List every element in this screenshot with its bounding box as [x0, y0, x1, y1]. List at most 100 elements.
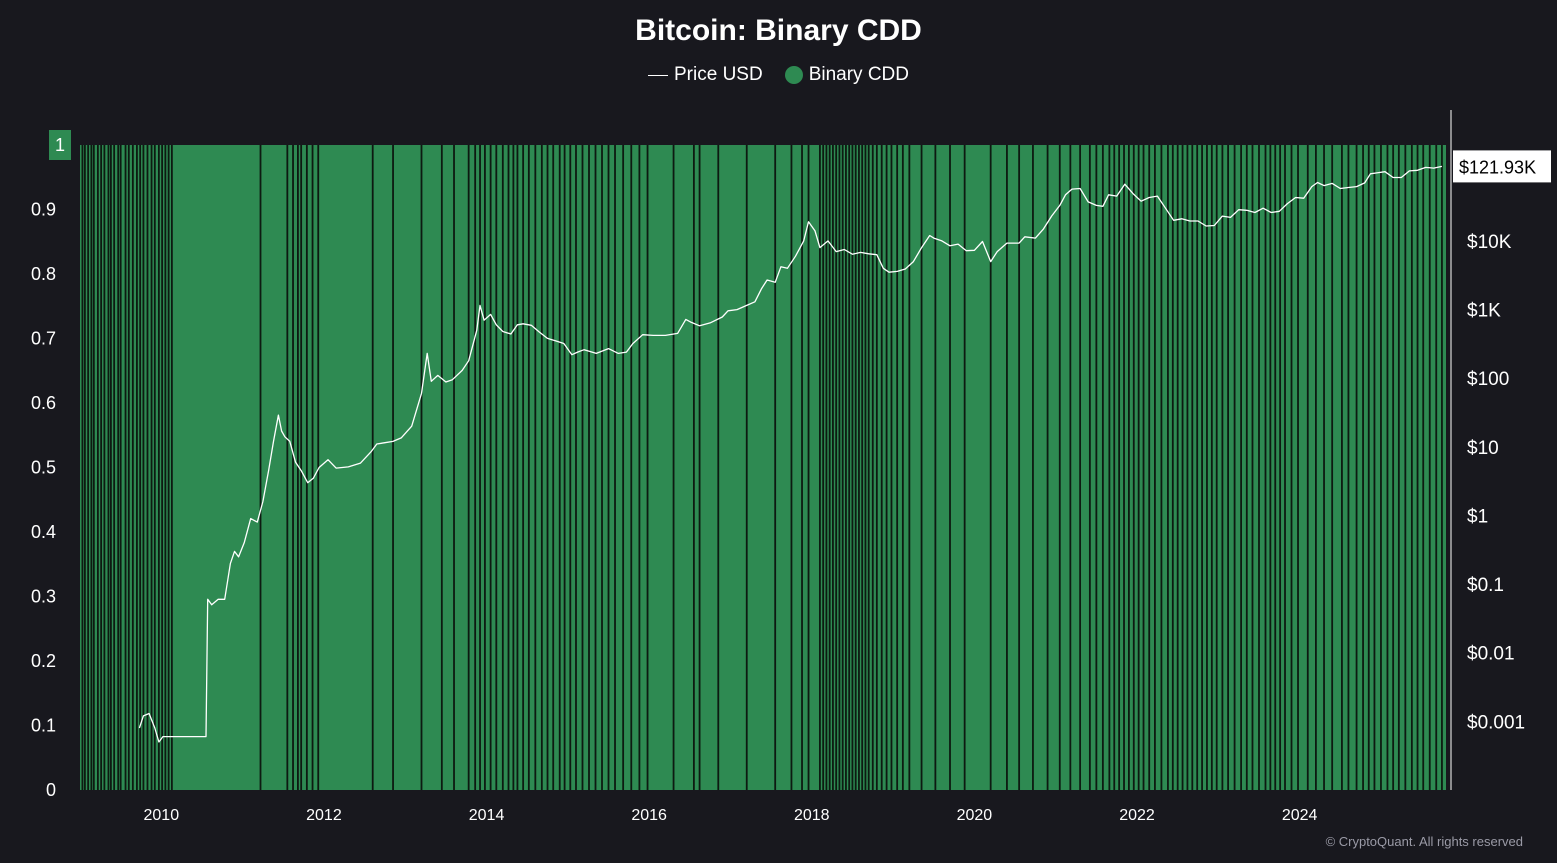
binary-cdd-zero-bar [286, 145, 289, 790]
binary-cdd-zero-bar [311, 145, 314, 790]
x-axis-tick-label: 2014 [469, 807, 505, 824]
binary-cdd-zero-bar [107, 145, 110, 790]
binary-cdd-zero-bar [854, 145, 857, 790]
binary-cdd-zero-bar [607, 145, 610, 790]
binary-cdd-zero-bar [495, 145, 498, 790]
x-axis-tick-label: 2016 [631, 807, 667, 824]
binary-cdd-zero-bar [1347, 145, 1350, 790]
binary-cdd-zero-bar [522, 145, 525, 790]
binary-cdd-zero-bar [1240, 145, 1242, 790]
binary-cdd-zero-bar [153, 145, 156, 790]
left-axis-tick-label: 0 [46, 780, 56, 800]
binary-cdd-zero-bar [861, 145, 864, 790]
binary-cdd-zero-bar [1323, 145, 1325, 790]
left-axis-tick-label: 0.2 [31, 651, 56, 671]
left-axis-current-marker [49, 130, 71, 160]
binary-cdd-zero-bar [908, 145, 911, 790]
binary-cdd-zero-bar [164, 145, 167, 790]
binary-cdd-zero-bar [1058, 145, 1061, 790]
binary-cdd-zero-bar [1245, 145, 1248, 790]
binary-cdd-zero-bar [692, 145, 695, 790]
binary-cdd-zero-bar [864, 145, 867, 790]
binary-cdd-zero-bar [630, 145, 633, 790]
binary-cdd-zero-bar [96, 145, 99, 790]
binary-cdd-zero-bar [1079, 145, 1082, 790]
binary-cdd-zero-bar [1435, 145, 1438, 790]
left-axis-tick-label: 0.5 [31, 458, 56, 478]
binary-cdd-zero-bar [1397, 145, 1400, 790]
chart-legend: Price USD Binary CDD [0, 64, 1557, 86]
binary-cdd-zero-bar [1362, 145, 1364, 790]
binary-cdd-zero-bar [90, 145, 93, 790]
binary-cdd-zero-bar [540, 145, 543, 790]
binary-cdd-zero-bar [392, 145, 394, 790]
right-axis-tick-label: $100 [1467, 369, 1509, 390]
x-axis-tick-label: 2022 [1119, 807, 1155, 824]
binary-cdd-zero-bar [516, 145, 519, 790]
binary-cdd-zero-bar [1279, 145, 1282, 790]
binary-cdd-zero-bar [1380, 145, 1382, 790]
binary-cdd-zero-bar [949, 145, 951, 790]
x-axis-tick-label: 2012 [306, 807, 342, 824]
binary-cdd-zero-bar [1290, 145, 1293, 790]
binary-cdd-zero-bar [1386, 145, 1389, 790]
binary-cdd-zero-bar [1196, 145, 1199, 790]
binary-cdd-zero-bar [420, 145, 423, 790]
legend-item-price[interactable]: Price USD [648, 64, 763, 86]
binary-cdd-zero-bar [838, 145, 841, 790]
binary-cdd-zero-bar [601, 145, 603, 790]
binary-cdd-zero-bar [527, 145, 530, 790]
x-axis-tick-label: 2020 [957, 807, 993, 824]
binary-cdd-zero-bar [507, 145, 510, 790]
binary-cdd-zero-bar [1171, 145, 1174, 790]
binary-cdd-zero-bar [1355, 145, 1358, 790]
binary-cdd-zero-bar [828, 145, 831, 790]
binary-cdd-zero-bar [934, 145, 937, 790]
x-axis-tick-label: 2024 [1282, 807, 1318, 824]
binary-cdd-zero-bar [1123, 145, 1125, 790]
x-axis-tick-label: 2018 [794, 807, 830, 824]
binary-cdd-zero-bar [835, 145, 838, 790]
binary-cdd-zero-bar [1154, 145, 1156, 790]
binary-cdd-zero-bar [150, 145, 153, 790]
binary-cdd-zero-bar [1160, 145, 1163, 790]
binary-cdd-zero-bar [103, 145, 106, 790]
binary-cdd-zero-bar [1006, 145, 1008, 790]
binary-cdd-zero-bar [142, 145, 145, 790]
binary-cdd-zero-bar [885, 145, 888, 790]
binary-cdd-zero-bar [588, 145, 590, 790]
binary-cdd-zero-bar [1095, 145, 1098, 790]
binary-cdd-zero-bar [875, 145, 878, 790]
price-line-swatch [648, 74, 668, 76]
binary-cdd-zero-bar [646, 145, 649, 790]
binary-cdd-zero-bar [1269, 145, 1272, 790]
binary-cdd-zero-bar [109, 145, 112, 790]
binary-cdd-zero-bar [1167, 145, 1169, 790]
binary-cdd-zero-bar [113, 145, 116, 790]
binary-cdd-zero-bar [81, 145, 84, 790]
binary-cdd-zero-bar [87, 145, 90, 790]
binary-cdd-zero-bar [822, 145, 825, 790]
right-axis-tick-label: $0.001 [1467, 712, 1525, 733]
binary-cdd-zero-bar [717, 145, 720, 790]
binary-cdd-zero-bar [292, 145, 294, 790]
binary-cdd-zero-bar [1176, 145, 1179, 790]
binary-cdd-zero-bar [858, 145, 860, 790]
left-axis-tick-label: 0.1 [31, 716, 56, 736]
left-axis-tick-label: 0.3 [31, 587, 56, 607]
binary-cdd-zero-bar [546, 145, 549, 790]
binary-cdd-zero-bar [1101, 145, 1104, 790]
binary-cdd-zero-bar [1210, 145, 1213, 790]
legend-item-binary-cdd[interactable]: Binary CDD [784, 64, 909, 86]
binary-cdd-zero-bar [1108, 145, 1111, 790]
price-usd-series-line [138, 165, 1443, 743]
binary-cdd-zero-bar [1118, 145, 1121, 790]
binary-cdd-zero-bar [867, 145, 870, 790]
legend-label-binary-cdd: Binary CDD [808, 64, 909, 85]
binary-cdd-zero-bar [622, 145, 625, 790]
binary-cdd-zero-bar [131, 145, 134, 790]
binary-cdd-zero-bar [136, 145, 138, 790]
binary-cdd-zero-bar [1132, 145, 1135, 790]
binary-cdd-zero-bar [581, 145, 584, 790]
binary-cdd-zero-bar [1392, 145, 1395, 790]
